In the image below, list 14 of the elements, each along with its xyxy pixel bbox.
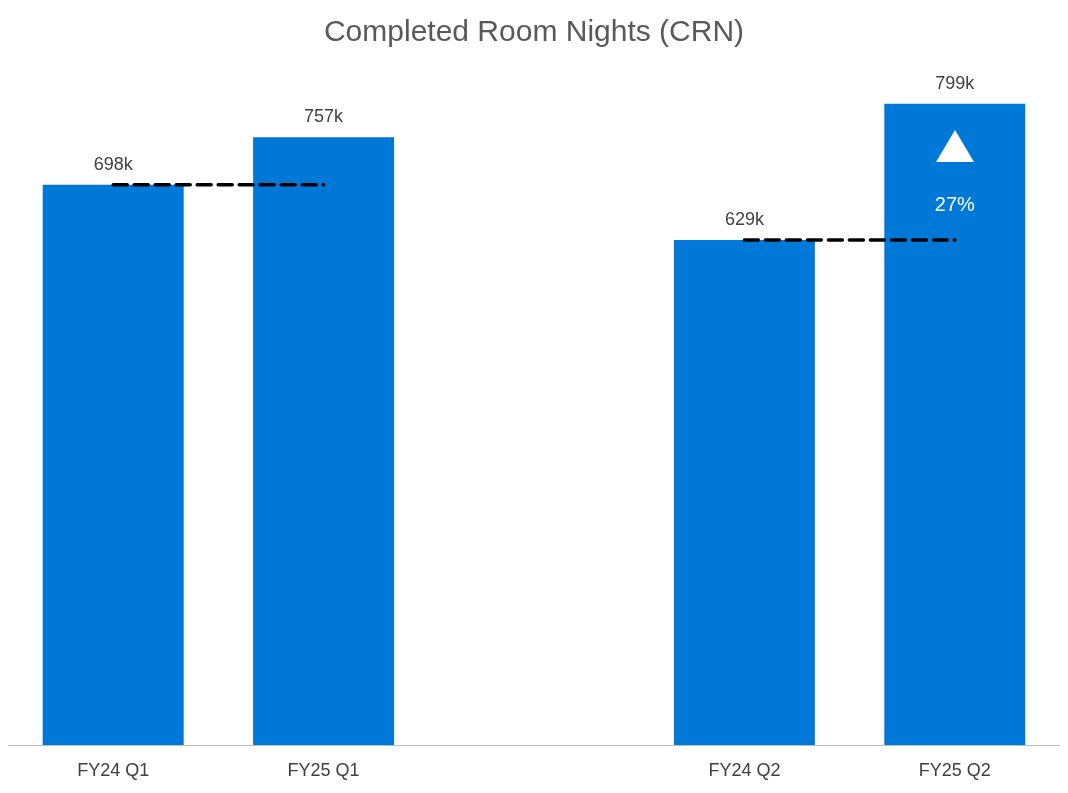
- data-label: 757k: [304, 106, 345, 127]
- bar: [673, 240, 815, 745]
- x-tick-label: FY24 Q1: [77, 760, 150, 780]
- data-label: 698k: [93, 153, 134, 174]
- x-tick-label: FY25 Q1: [287, 760, 360, 780]
- bar: [253, 137, 395, 745]
- data-label: 629k: [724, 209, 765, 230]
- x-tick-label: FY24 Q2: [708, 760, 781, 780]
- x-tick-label: FY25 Q2: [918, 760, 991, 780]
- data-label: 799k: [935, 72, 976, 93]
- bar: [884, 103, 1026, 745]
- annotation: 27%: [934, 192, 976, 215]
- chart-title: Completed Room Nights (CRN): [323, 13, 745, 47]
- bar: [42, 184, 184, 745]
